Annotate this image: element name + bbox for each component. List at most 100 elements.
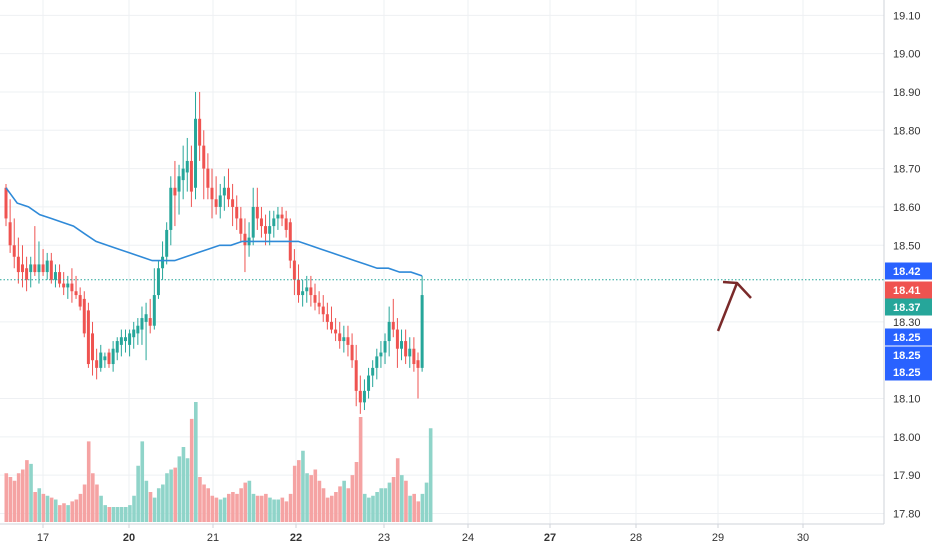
candle-body [408,348,412,357]
candle-body [95,360,99,368]
candle-body [297,279,301,296]
y-tick-label: 18.80 [893,125,921,137]
volume-bar [173,467,178,522]
candle-body [8,222,12,246]
candle-body [29,264,33,273]
candle-body [305,287,309,292]
candle-body [329,321,333,330]
candle-body [358,390,362,403]
candle-body [82,298,86,334]
x-tick-label: 23 [378,532,390,544]
candle-body [165,229,169,257]
x-axis[interactable]: 17 20 21 22 23 24 27 28 29 30 [37,524,809,544]
volume-bar [115,507,120,522]
candle-body [156,268,160,296]
candle-body [301,291,305,296]
candle-body [66,283,70,288]
volume-bar [338,486,342,522]
volume-bar [280,497,285,522]
candle-body [214,199,218,207]
volume-bar [206,488,210,522]
candle-body [86,310,90,365]
price-label-text: 18.41 [893,285,921,297]
price-label-box [885,281,932,299]
volume-bar [181,447,186,522]
volume-bar [292,465,297,522]
candle-body [111,348,115,365]
volume-bar [107,507,112,522]
volume-bar [420,493,425,522]
volume-bar [247,480,252,522]
volume-bar [86,441,91,522]
volume-bar [391,477,396,522]
volume-bar [53,499,58,522]
volume-bar [379,488,384,522]
candle-body [4,187,8,219]
candle-body [362,390,366,403]
candle-body [309,287,313,296]
volume-bar [317,480,322,522]
candle-body [280,214,284,219]
candle-body [218,195,222,207]
volume-bar [325,497,330,522]
candle-body [264,226,268,234]
candle-body [37,264,41,273]
candle-body [243,233,247,246]
price-label-text: 18.25 [893,367,921,379]
candle-body [161,256,165,269]
volume-bar [272,499,276,522]
volume-bar [408,495,412,522]
candle-body [346,337,350,345]
candle-body [272,218,276,227]
volume-bar [383,488,388,522]
volume-bar [177,456,182,522]
volume-bar [37,488,42,522]
volume-bar [144,480,149,522]
volume-bar [222,497,227,522]
candle-body [371,367,375,376]
x-tick-label: 28 [630,532,642,544]
candle-body [189,160,193,192]
annotation-arrow-head[interactable] [722,280,738,285]
volume-bar [128,505,132,522]
y-tick-label: 19.00 [893,49,921,61]
candle-body [148,318,152,326]
candle-body [119,337,123,345]
candle-body [202,145,206,169]
y-tick-label: 19.10 [893,10,921,22]
price-label-box [885,298,932,316]
volume-bar [235,493,239,522]
y-axis[interactable]: 19.10 19.00 18.90 18.80 18.70 18.60 18.50 18.30… [893,10,921,520]
candle-body [140,318,144,330]
candle-body [58,272,62,284]
candle-body [173,187,177,196]
candle-body [123,337,127,342]
y-tick-label: 18.50 [893,240,921,252]
price-label-box [885,262,932,280]
candle-body [20,264,24,273]
volume-bar [354,462,359,522]
volume-bar [255,495,260,522]
candle-body [276,214,280,219]
volume-bar [148,492,153,522]
volume-bar [33,492,37,522]
volume-bar [218,499,223,522]
y-tick-label: 18.10 [893,394,921,406]
volume-bar [29,463,33,522]
candle-body [198,118,202,146]
volume-bar [4,473,9,522]
volume-bar [165,473,169,522]
candle-body [25,268,29,280]
candle-body [41,264,45,273]
candle-body [400,341,404,349]
candle-body [16,256,20,273]
volume-bar [309,475,313,522]
volume-bar [78,493,83,522]
volume-bar [276,499,281,522]
candle-body [313,295,317,303]
candle-body [350,344,354,361]
candle-body [132,329,136,338]
x-tick-label: 24 [462,532,474,544]
y-tick-label: 18.90 [893,87,921,99]
